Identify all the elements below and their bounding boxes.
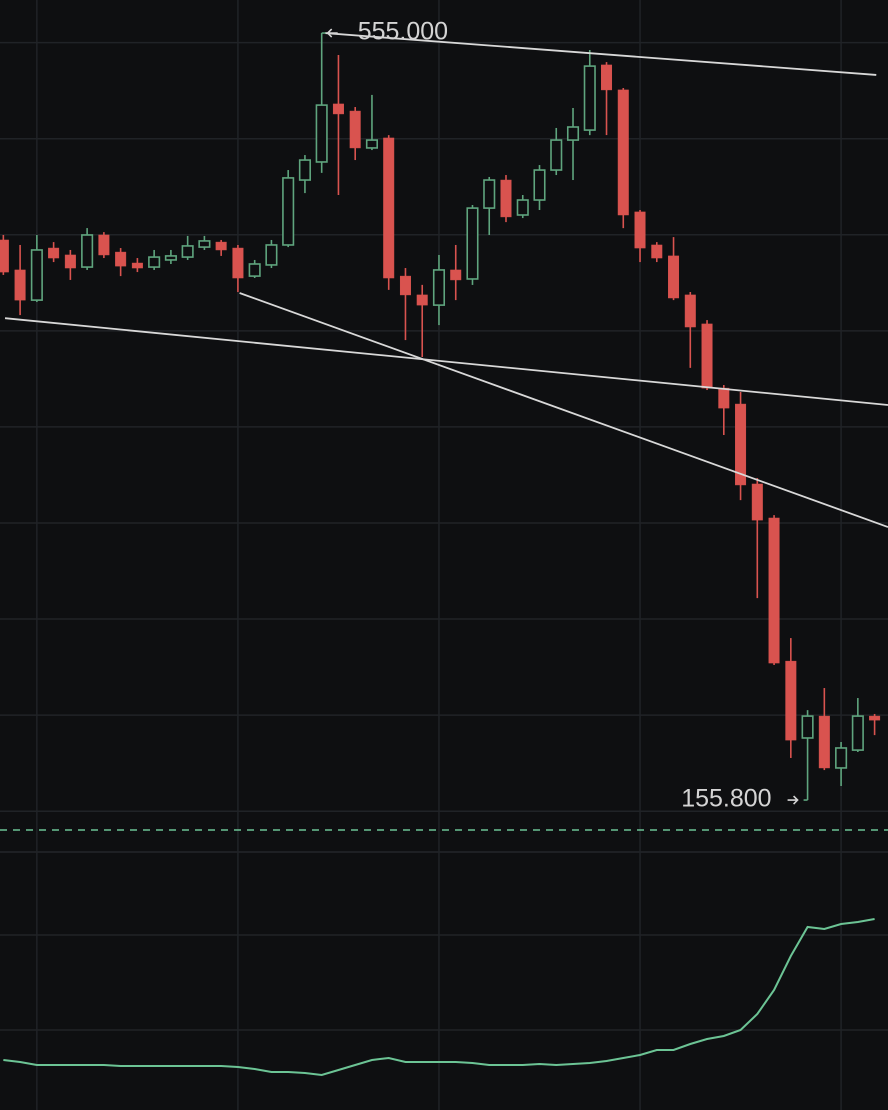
candle-body (64, 254, 76, 269)
candle-body (684, 294, 696, 328)
candle-body (298, 159, 311, 181)
annotation-label: 555.000 (358, 18, 448, 46)
candle-body (0, 239, 9, 273)
candle-body (735, 403, 747, 486)
candle-body (282, 177, 295, 246)
candle-body (466, 207, 479, 280)
candle-body (566, 126, 580, 141)
candle-body (851, 715, 864, 751)
candle-body (30, 249, 43, 301)
candle-body (718, 387, 730, 409)
candle-body (215, 241, 227, 251)
candle-body (349, 110, 361, 149)
candle-body (533, 169, 546, 201)
candle-body (550, 139, 563, 171)
candle-body (164, 255, 177, 261)
candle-body (701, 323, 713, 389)
annotation-label: 155.800 (681, 785, 771, 813)
candle-body (232, 247, 244, 279)
candle-body (399, 275, 411, 296)
candle-body (148, 256, 161, 268)
candle-body (265, 244, 278, 266)
candle-body (801, 715, 814, 739)
candle-body (835, 747, 848, 769)
candle-body (768, 517, 780, 664)
trend-line (324, 32, 877, 76)
candle-body (198, 240, 211, 248)
candle-body (332, 103, 344, 115)
trend-line (4, 317, 888, 406)
candle-body (583, 65, 596, 131)
candle-body (98, 234, 110, 256)
candle-body (365, 139, 379, 149)
candle-body (48, 247, 60, 259)
candle-body (450, 269, 462, 281)
candle-body (181, 245, 194, 258)
candle-body (601, 64, 613, 91)
candle-body (14, 269, 26, 301)
candle-body (248, 263, 261, 277)
candle-body (416, 294, 428, 306)
candle-body (651, 244, 663, 259)
annotation-arrow (326, 28, 338, 38)
trend-line (239, 292, 888, 528)
annotation-arrow (787, 795, 799, 805)
candle-body (315, 104, 328, 163)
indicator-line (3, 918, 875, 1077)
candle-body (81, 234, 94, 268)
candle-body (131, 262, 143, 269)
candle-body (516, 199, 529, 216)
candle-body (383, 137, 395, 279)
candle-body (668, 255, 680, 299)
candle-body (634, 211, 646, 249)
candle-body (500, 179, 512, 218)
candle-body (785, 660, 797, 741)
candle-body (617, 89, 629, 216)
candle-body (869, 715, 881, 721)
candle-body (483, 179, 496, 209)
candle-body (818, 715, 830, 769)
candle-body (432, 269, 446, 306)
candle-body (115, 251, 127, 267)
candle-body (751, 483, 763, 521)
